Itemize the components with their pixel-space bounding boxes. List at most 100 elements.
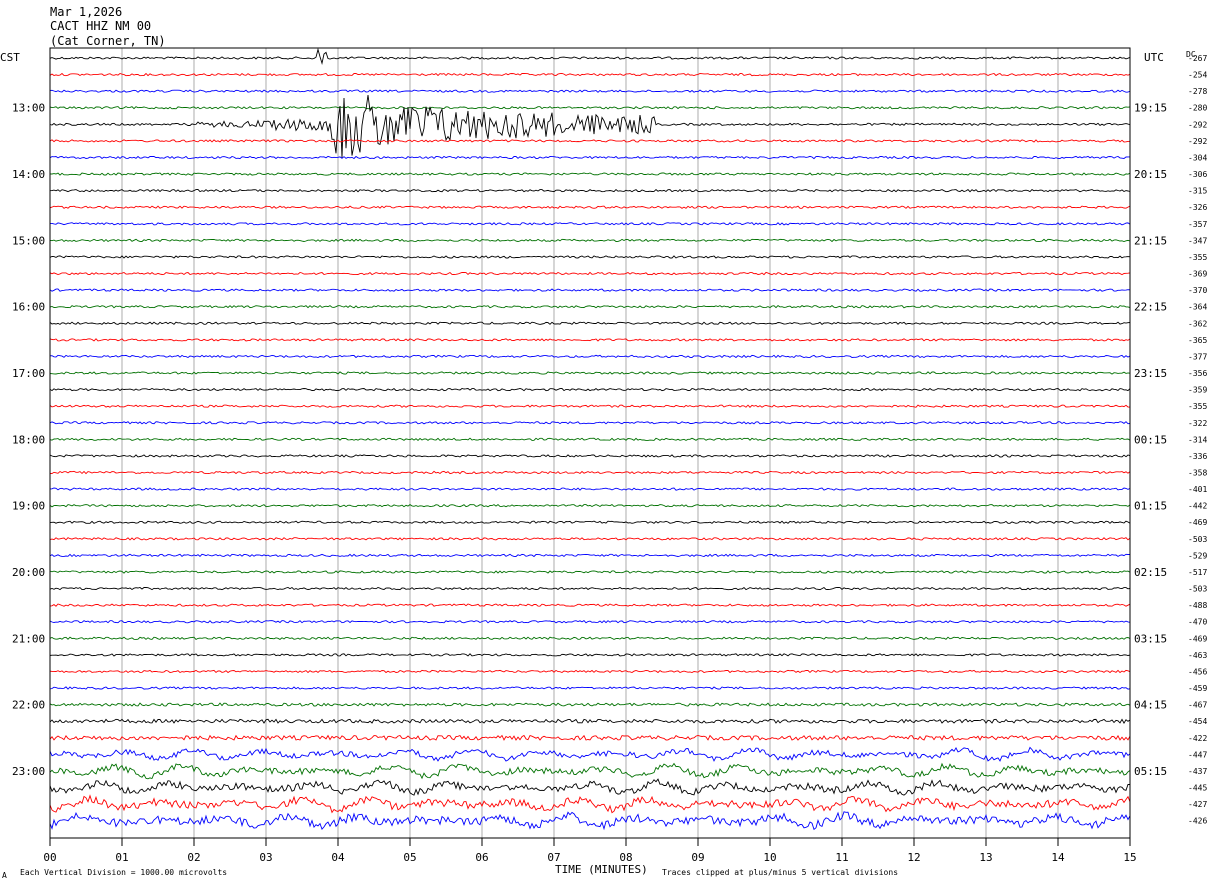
cst-time-label: 18:00 [12,433,45,446]
x-tick-label: 06 [475,851,488,864]
seismic-trace [49,537,1131,541]
dc-offset-label: -503 [1188,585,1207,594]
x-tick-label: 08 [619,851,632,864]
seismic-trace [49,387,1131,392]
dc-offset-label: -356 [1188,369,1207,378]
dc-offset-label: -470 [1188,618,1207,627]
scale-note: Each Vertical Division = 1000.00 microvo… [20,868,227,877]
dc-offset-label: -267 [1188,54,1207,63]
plot-frame [49,47,1131,839]
header-station: CACT HHZ NM 00 [50,19,151,33]
dc-offset-label: -278 [1188,87,1207,96]
dc-offset-label: -463 [1188,651,1207,660]
dc-offset-label: -365 [1188,336,1207,345]
dc-offset-label: -442 [1188,502,1207,511]
utc-time-label: 20:15 [1134,168,1167,181]
seismic-trace [49,470,1131,475]
time-grid [49,48,1131,846]
dc-offset-label: -467 [1188,701,1207,710]
dc-offset-label: -503 [1188,535,1207,544]
seismic-trace [49,155,1130,160]
x-tick-label: 11 [835,851,848,864]
x-tick-label: 10 [763,851,776,864]
seismic-trace [49,288,1131,292]
seismic-trace [49,338,1131,342]
dc-offset-label: -315 [1188,187,1207,196]
seismic-trace [49,762,1131,780]
dc-offset-label: -292 [1188,120,1207,129]
seismic-trace [49,106,1131,110]
dc-offset-label: -254 [1188,71,1207,80]
dc-offset-label: -370 [1188,286,1207,295]
seismic-trace [49,669,1131,674]
time-labels: 00 01 02 03 04 05 06 07 08 09 10 11 12 13 14 15 -267 -254… [12,54,1207,864]
seismic-trace [49,188,1131,193]
seismic-trace [49,778,1130,796]
dc-offset-label: -456 [1188,667,1207,676]
header-location: (Cat Corner, TN) [50,34,166,48]
utc-time-label: 21:15 [1134,234,1167,247]
dc-offset-label: -369 [1188,270,1207,279]
seismic-trace [49,570,1131,574]
seismic-trace [50,222,1131,226]
dc-offset-label: -422 [1188,734,1207,743]
seismic-trace [49,734,1131,741]
dc-offset-label: -280 [1188,104,1207,113]
dc-offset-label: -336 [1188,452,1207,461]
dc-offset-label: -347 [1188,236,1207,245]
seismic-trace [49,255,1131,259]
dc-offset-label: -401 [1188,485,1207,494]
cst-time-label: 15:00 [12,234,45,247]
dc-offset-label: -322 [1188,419,1207,428]
dc-offset-label: -292 [1188,137,1207,146]
seismic-trace [49,47,1131,65]
right-axis-title: UTC [1144,51,1164,64]
dc-offset-label: -469 [1188,634,1207,643]
dc-offset-label: -454 [1188,717,1207,726]
left-axis-title: CST [0,51,20,64]
x-tick-label: 00 [43,851,56,864]
cst-time-label: 16:00 [12,301,45,314]
seismic-trace [49,746,1131,762]
utc-time-label: 00:15 [1134,433,1167,446]
dc-offset-label: -445 [1188,784,1207,793]
x-tick-label: 14 [1051,851,1065,864]
cst-time-label: 22:00 [12,699,45,712]
dc-offset-label: -306 [1188,170,1207,179]
dc-offset-label: -357 [1188,220,1207,229]
seismic-trace [49,487,1131,491]
seismic-trace [49,172,1131,176]
dc-offset-label: -426 [1188,817,1207,826]
x-tick-label: 13 [979,851,992,864]
clip-note: Traces clipped at plus/minus 5 vertical … [662,868,898,877]
utc-time-label: 03:15 [1134,632,1167,645]
seismic-trace [49,686,1131,690]
x-tick-label: 01 [115,851,128,864]
seismic-trace [49,371,1131,375]
utc-time-label: 04:15 [1134,699,1167,712]
cst-time-label: 21:00 [12,632,45,645]
dc-offset-label: -364 [1188,303,1207,312]
seismic-trace [49,520,1131,524]
x-tick-label: 03 [259,851,272,864]
cst-time-label: 19:00 [12,500,45,513]
cst-time-label: 20:00 [12,566,45,579]
seismic-trace [49,636,1131,640]
seismic-trace [49,702,1131,707]
dc-offset-label: -359 [1188,386,1207,395]
header-date: Mar 1,2026 [50,5,122,19]
cst-time-label: 13:00 [12,102,45,115]
utc-time-label: 05:15 [1134,765,1167,778]
seismic-trace [49,205,1131,209]
seismic-trace [49,271,1131,276]
utc-time-label: 19:15 [1134,102,1167,115]
seismic-trace [49,94,1131,158]
x-tick-label: 05 [403,851,416,864]
seismic-trace [49,454,1131,458]
seismic-trace [49,603,1131,607]
seismic-trace [49,620,1131,624]
seismic-trace [49,718,1131,725]
seismic-trace [49,421,1131,425]
dc-offset-label: -447 [1188,750,1207,759]
